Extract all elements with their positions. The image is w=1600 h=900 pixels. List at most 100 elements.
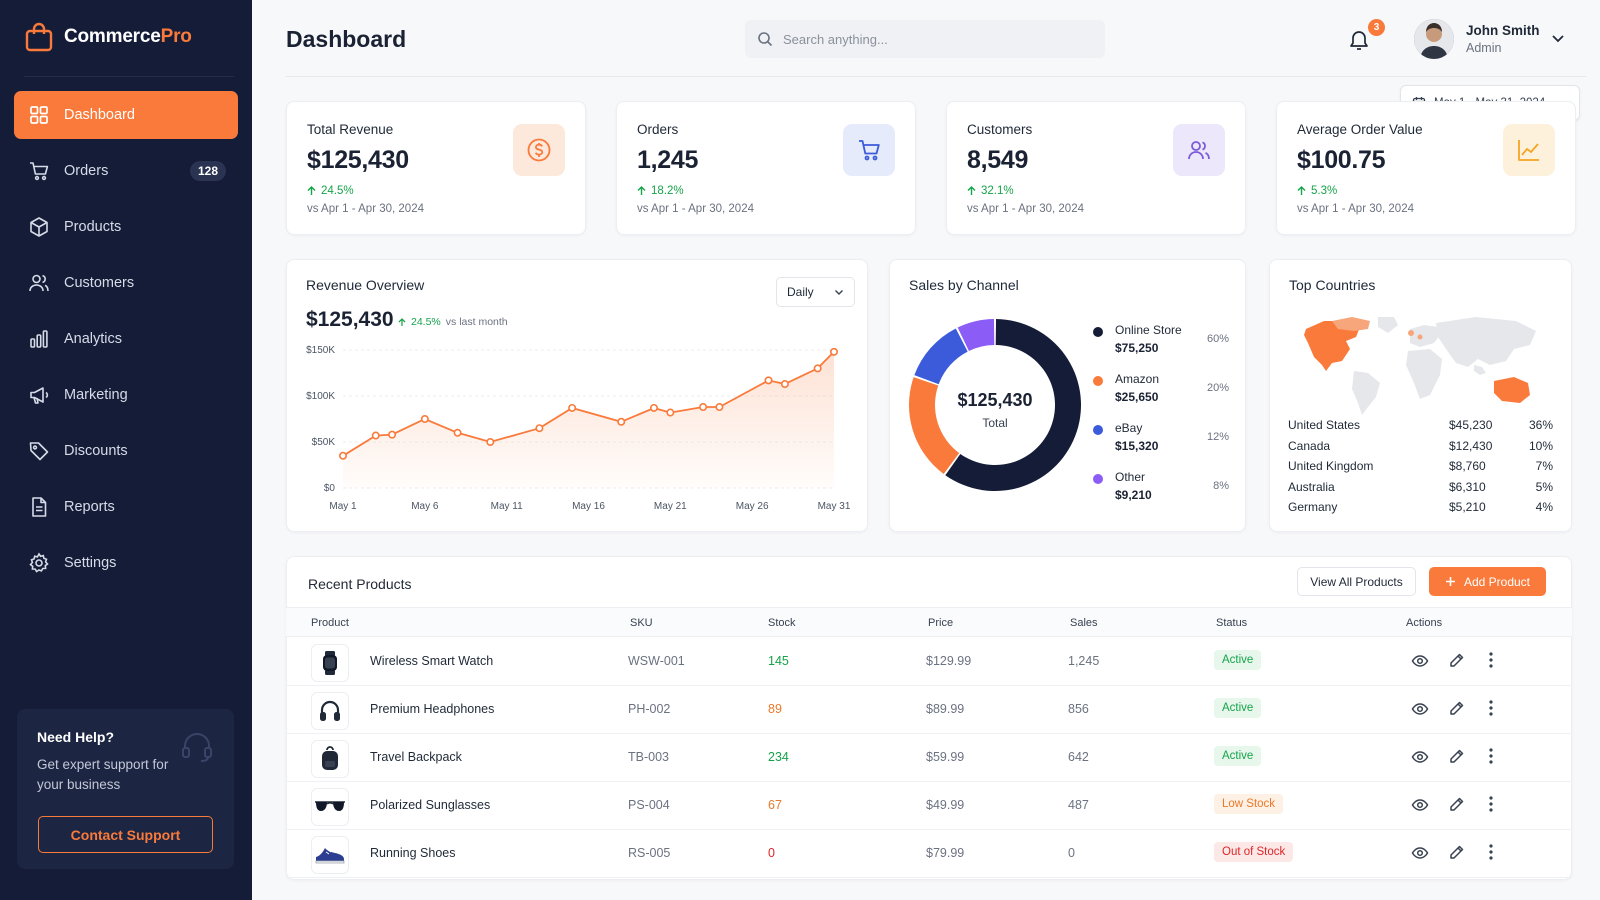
donut-slice-amazon[interactable] (909, 377, 960, 474)
more-vertical-icon[interactable] (1489, 700, 1493, 716)
bell-icon[interactable] (1347, 28, 1371, 52)
data-point[interactable] (371, 431, 380, 440)
sidebar-item-discounts[interactable]: Discounts (14, 427, 238, 475)
kpi-card-customers[interactable]: Customers 8,549 32.1% vs Apr 1 - Apr 30,… (946, 101, 1246, 235)
gear-icon (28, 552, 50, 574)
data-point[interactable] (666, 408, 675, 417)
arrow-up-icon (1297, 186, 1306, 196)
data-point[interactable] (813, 364, 822, 373)
pencil-icon[interactable] (1449, 700, 1465, 716)
section-title: Sales by Channel (909, 277, 1019, 293)
product-name[interactable]: Wireless Smart Watch (370, 654, 494, 668)
data-point[interactable] (568, 403, 577, 412)
kpi-delta: 18.2% (637, 185, 895, 197)
data-point[interactable] (338, 451, 347, 460)
more-vertical-icon[interactable] (1489, 748, 1493, 764)
add-product-button[interactable]: Add Product (1429, 567, 1546, 596)
pencil-icon[interactable] (1449, 844, 1465, 860)
user-menu[interactable]: John Smith Admin (1414, 19, 1540, 59)
more-vertical-icon[interactable] (1489, 652, 1493, 668)
sidebar-item-customers[interactable]: Customers (14, 259, 238, 307)
more-vertical-icon[interactable] (1489, 844, 1493, 860)
legend-percent: 12% (1206, 431, 1229, 443)
data-point[interactable] (420, 415, 429, 424)
data-point[interactable] (764, 376, 773, 385)
chevron-down-icon[interactable] (1551, 34, 1565, 44)
legend-name: Online Store (1115, 323, 1182, 337)
data-point[interactable] (535, 424, 544, 433)
eye-icon[interactable] (1411, 796, 1429, 814)
legend-item[interactable]: Online Store $75,250 60% (1093, 323, 1229, 355)
product-stock: 67 (768, 798, 782, 812)
eye-icon[interactable] (1411, 844, 1429, 862)
sidebar-item-products[interactable]: Products (14, 203, 238, 251)
donut-slice-other[interactable] (957, 319, 995, 351)
eye-icon[interactable] (1411, 700, 1429, 718)
search-bar[interactable] (745, 20, 1105, 58)
notification-badge: 3 (1368, 19, 1385, 36)
revenue-delta: 24.5% vs last month (398, 316, 508, 328)
pencil-icon[interactable] (1449, 652, 1465, 668)
pencil-icon[interactable] (1449, 796, 1465, 812)
product-name[interactable]: Premium Headphones (370, 702, 495, 716)
sidebar-item-label: Products (64, 219, 122, 235)
donut-slice-ebay[interactable] (914, 328, 968, 385)
data-point[interactable] (829, 347, 838, 356)
y-tick-label: $50K (312, 437, 336, 448)
data-point[interactable] (699, 403, 708, 412)
sidebar-item-label: Discounts (64, 443, 128, 459)
x-tick-label: May 1 (329, 501, 357, 512)
table-row-travel-backpack[interactable]: Travel Backpack TB-003 234 $59.99 642 Ac… (286, 734, 1572, 782)
sidebar-item-reports[interactable]: Reports (14, 483, 238, 531)
contact-support-button[interactable]: Contact Support (38, 816, 213, 853)
brand[interactable]: CommercePro (24, 22, 192, 52)
status-badge: Active (1214, 698, 1262, 718)
search-input[interactable] (783, 31, 1083, 47)
data-point[interactable] (617, 417, 626, 426)
sidebar-item-dashboard[interactable]: Dashboard (14, 91, 238, 139)
product-name[interactable]: Polarized Sunglasses (370, 798, 491, 812)
table-row-premium-headphones[interactable]: Premium Headphones PH-002 89 $89.99 856 … (286, 686, 1572, 734)
data-point[interactable] (486, 438, 495, 447)
eye-icon[interactable] (1411, 652, 1429, 670)
kpi-card-total-revenue[interactable]: Total Revenue $125,430 24.5% vs Apr 1 - … (286, 101, 586, 235)
donut-center: $125,430 Total (909, 390, 1081, 430)
column-header-price: Price (928, 617, 954, 629)
table-row-wireless-smart-watch[interactable]: Wireless Smart Watch WSW-001 145 $129.99… (286, 638, 1572, 686)
sidebar-item-label: Marketing (64, 387, 128, 403)
view-all-products-button[interactable]: View All Products (1297, 567, 1416, 596)
sidebar-item-marketing[interactable]: Marketing (14, 371, 238, 419)
data-point[interactable] (388, 430, 397, 439)
revenue-line-chart: $0 $50K $100K $150K May 1 May 6 May 11 May 16 Ma… (306, 345, 851, 512)
eye-icon[interactable] (1411, 748, 1429, 766)
legend-item[interactable]: Other $9,210 8% (1093, 470, 1229, 502)
product-name[interactable]: Running Shoes (370, 846, 456, 860)
donut-slice-online-store[interactable] (945, 319, 1081, 491)
product-name[interactable]: Travel Backpack (370, 750, 462, 764)
revenue-area (343, 351, 834, 488)
more-vertical-icon[interactable] (1489, 796, 1493, 812)
data-point[interactable] (715, 403, 724, 412)
table-row-polarized-sunglasses[interactable]: Polarized Sunglasses PS-004 67 $49.99 48… (286, 782, 1572, 830)
kpi-value: $100.75 (1297, 146, 1386, 174)
table-row-running-shoes[interactable]: Running Shoes RS-005 0 $79.99 0 Out of S… (286, 830, 1572, 878)
bar-chart-icon (28, 328, 50, 350)
map-europe (1410, 325, 1440, 347)
sidebar-item-orders[interactable]: Orders 128 (14, 147, 238, 195)
product-sku: TB-003 (628, 750, 669, 764)
data-point[interactable] (453, 428, 462, 437)
kpi-label: Average Order Value (1297, 122, 1423, 137)
product-stock: 234 (768, 750, 789, 764)
pencil-icon[interactable] (1449, 748, 1465, 764)
kpi-card-orders[interactable]: Orders 1,245 18.2% vs Apr 1 - Apr 30, 20… (616, 101, 916, 235)
revenue-overview-card: Revenue Overview $125,430 24.5% vs last … (286, 259, 868, 532)
legend-item[interactable]: Amazon $25,650 20% (1093, 372, 1229, 404)
kpi-card-average-order-value[interactable]: Average Order Value $100.75 5.3% vs Apr … (1276, 101, 1576, 235)
period-select[interactable]: Daily (776, 277, 855, 307)
legend-item[interactable]: eBay $15,320 12% (1093, 421, 1229, 453)
top-countries-card: Top Countries United States $45,230 36% C… (1269, 259, 1572, 532)
sidebar-item-settings[interactable]: Settings (14, 539, 238, 587)
data-point[interactable] (780, 380, 789, 389)
sidebar-item-analytics[interactable]: Analytics (14, 315, 238, 363)
data-point[interactable] (649, 403, 658, 412)
